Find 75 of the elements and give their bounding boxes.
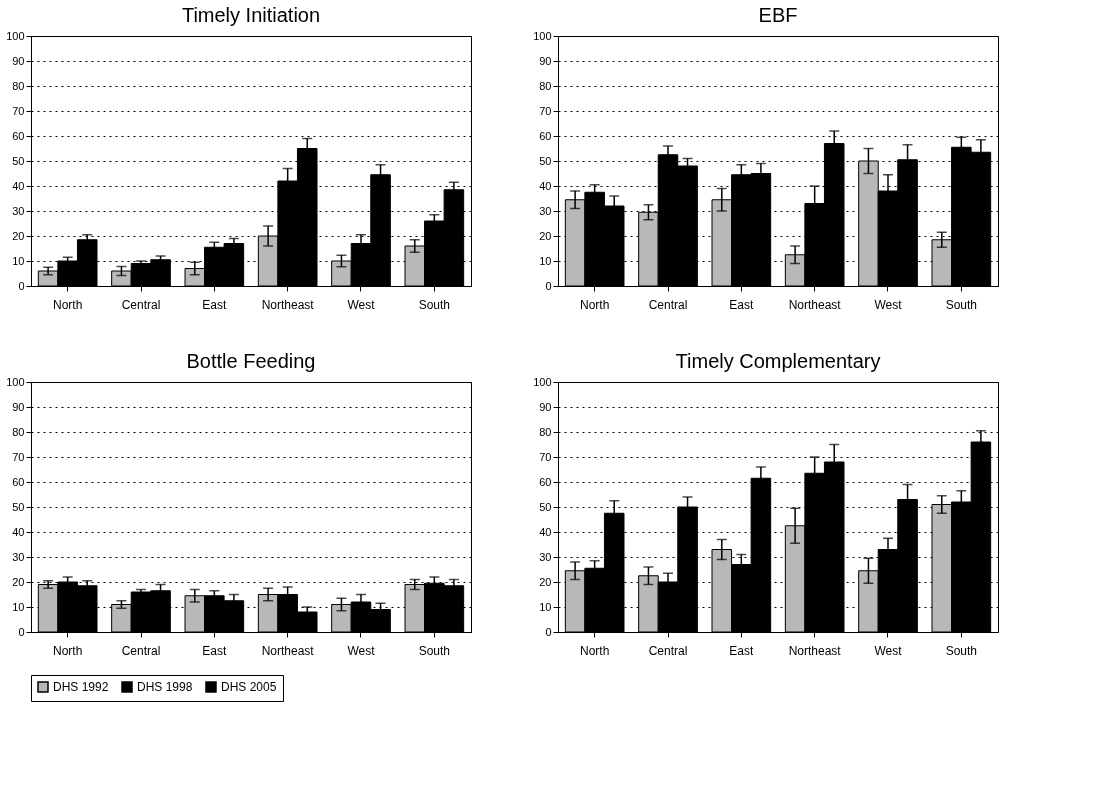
y-tick-label: 70 (12, 450, 25, 463)
x-tick-label: Central (121, 297, 161, 312)
y-tick-label: 10 (12, 254, 25, 267)
x-tick-label: West (874, 643, 903, 658)
y-tick-label: 60 (539, 129, 552, 142)
y-tick-label: 40 (12, 525, 25, 538)
legend-label: DHS 1992 (53, 680, 109, 694)
x-tick-label: Northeast (261, 643, 315, 658)
x-tick-label: East (202, 643, 227, 658)
x-tick-label: North (52, 643, 83, 658)
legend-label: DHS 1998 (137, 680, 193, 694)
y-tick-label: 60 (12, 475, 25, 488)
y-tick-label: 20 (539, 229, 552, 242)
x-tick-label: Central (648, 297, 688, 312)
x-tick-label: South (945, 297, 978, 312)
x-tick-label: Central (121, 643, 161, 658)
y-tick-label: 80 (12, 425, 25, 438)
x-tick-label: South (945, 643, 978, 658)
y-tick-label: 70 (539, 104, 552, 117)
y-tick-label: 90 (12, 400, 25, 413)
y-tick-label: 100 (6, 375, 25, 388)
y-tick-label: 40 (539, 525, 552, 538)
y-tick-label: 30 (12, 550, 25, 563)
x-tick-label: South (418, 643, 451, 658)
y-tick-label: 100 (533, 29, 552, 42)
y-tick-label: 20 (12, 229, 25, 242)
y-tick-label: 80 (539, 79, 552, 92)
chart-title: EBF (758, 4, 798, 26)
y-tick-label: 90 (12, 54, 25, 67)
y-tick-label: 90 (539, 400, 552, 413)
y-tick-label: 80 (539, 425, 552, 438)
y-tick-label: 20 (12, 575, 25, 588)
y-tick-label: 30 (539, 550, 552, 563)
y-tick-label: 30 (12, 204, 25, 217)
x-tick-label: East (202, 297, 227, 312)
y-tick-label: 0 (18, 279, 25, 292)
y-tick-label: 50 (12, 500, 25, 513)
chart-title: Timely Initiation (181, 4, 321, 26)
x-tick-label: North (579, 297, 610, 312)
chart-title: Bottle Feeding (186, 350, 316, 372)
x-tick-label: South (418, 297, 451, 312)
x-tick-label: North (52, 297, 83, 312)
y-tick-label: 10 (539, 254, 552, 267)
y-tick-label: 0 (545, 625, 552, 638)
y-tick-label: 70 (539, 450, 552, 463)
y-tick-label: 40 (539, 179, 552, 192)
y-tick-label: 10 (12, 600, 25, 613)
y-tick-label: 90 (539, 54, 552, 67)
y-tick-label: 40 (12, 179, 25, 192)
y-tick-label: 30 (539, 204, 552, 217)
y-tick-label: 50 (539, 154, 552, 167)
y-tick-label: 10 (539, 600, 552, 613)
x-tick-label: Northeast (261, 297, 315, 312)
y-tick-label: 60 (539, 475, 552, 488)
chart-title: Timely Complementary (675, 350, 881, 372)
x-tick-label: West (347, 297, 376, 312)
y-tick-label: 60 (12, 129, 25, 142)
x-tick-label: East (729, 297, 754, 312)
x-tick-label: West (347, 643, 376, 658)
y-tick-label: 20 (539, 575, 552, 588)
x-tick-label: West (874, 297, 903, 312)
y-tick-label: 80 (12, 79, 25, 92)
y-tick-label: 100 (6, 29, 25, 42)
y-tick-label: 0 (18, 625, 25, 638)
x-tick-label: North (579, 643, 610, 658)
y-tick-label: 0 (545, 279, 552, 292)
y-tick-label: 100 (533, 375, 552, 388)
x-tick-label: Northeast (788, 297, 842, 312)
legend-label: DHS 2005 (221, 680, 277, 694)
y-tick-label: 50 (12, 154, 25, 167)
x-tick-label: Northeast (788, 643, 842, 658)
x-tick-label: East (729, 643, 754, 658)
y-tick-label: 70 (12, 104, 25, 117)
x-tick-label: Central (648, 643, 688, 658)
y-tick-label: 50 (539, 500, 552, 513)
